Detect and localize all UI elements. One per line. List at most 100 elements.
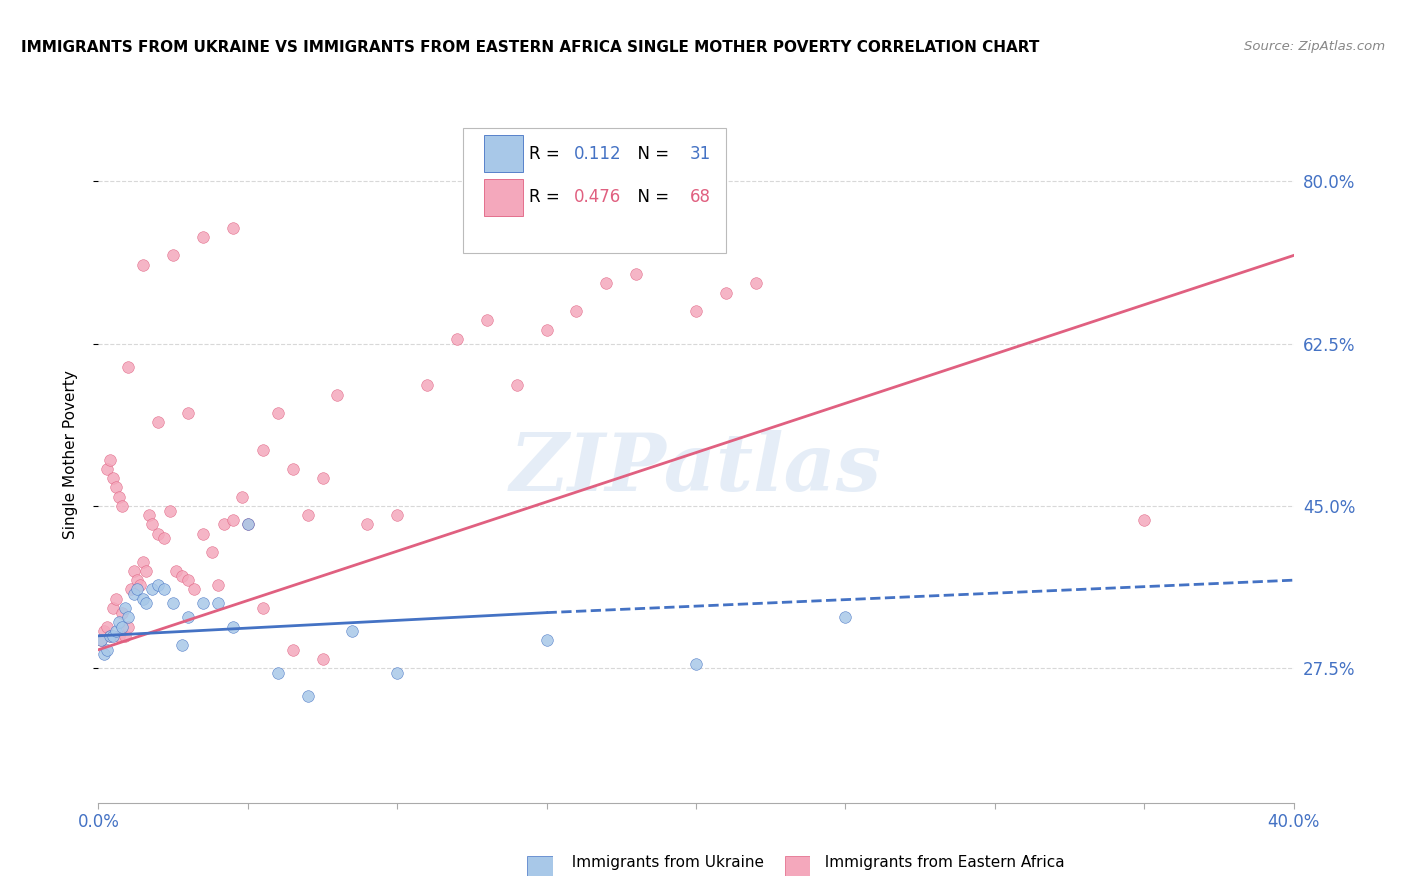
Text: IMMIGRANTS FROM UKRAINE VS IMMIGRANTS FROM EASTERN AFRICA SINGLE MOTHER POVERTY : IMMIGRANTS FROM UKRAINE VS IMMIGRANTS FR… [21, 40, 1039, 55]
Text: 0.476: 0.476 [574, 188, 621, 206]
Point [135, 596, 157, 610]
Point [281, 462, 304, 476]
Point [108, 490, 131, 504]
Point [565, 304, 588, 318]
Text: 0.112: 0.112 [574, 145, 621, 162]
Text: N =: N = [627, 145, 673, 162]
Point [207, 578, 229, 592]
Point [714, 285, 737, 300]
Point [252, 443, 274, 458]
Point [536, 323, 558, 337]
Point [342, 624, 364, 639]
Point [506, 378, 529, 392]
Y-axis label: Single Mother Poverty: Single Mother Poverty [63, 370, 77, 540]
Text: N =: N = [627, 188, 673, 206]
Point [105, 624, 128, 639]
Point [159, 503, 181, 517]
Point [117, 619, 139, 633]
Point [108, 629, 131, 643]
Point [111, 606, 134, 620]
Point [172, 638, 194, 652]
Point [129, 578, 152, 592]
Point [231, 490, 253, 504]
Point [212, 517, 235, 532]
Point [267, 406, 290, 420]
Point [685, 657, 707, 671]
Point [98, 629, 122, 643]
Point [222, 513, 245, 527]
Point [222, 220, 245, 235]
Point [153, 532, 176, 546]
Point [236, 517, 259, 532]
Point [326, 387, 349, 401]
Point [385, 508, 409, 523]
Point [177, 610, 200, 624]
Point [93, 624, 115, 639]
Point [103, 629, 125, 643]
Point [98, 452, 122, 467]
Point [1133, 513, 1156, 527]
Point [172, 568, 194, 582]
Point [138, 508, 160, 523]
Point [103, 601, 125, 615]
Point [114, 601, 136, 615]
Point [356, 517, 378, 532]
Point [311, 471, 333, 485]
Point [132, 555, 155, 569]
Point [191, 526, 214, 541]
Point [148, 526, 170, 541]
Point [124, 587, 146, 601]
Point [834, 610, 856, 624]
Point [191, 596, 214, 610]
Point [191, 230, 214, 244]
Point [105, 480, 128, 494]
Point [90, 633, 112, 648]
Point [141, 517, 163, 532]
Point [117, 359, 139, 374]
Point [281, 642, 304, 657]
Text: 31: 31 [690, 145, 711, 162]
Point [165, 564, 187, 578]
Point [162, 596, 184, 610]
Point [745, 277, 768, 291]
Point [114, 629, 136, 643]
Point [267, 665, 290, 680]
Point [311, 652, 333, 666]
Point [90, 633, 112, 648]
Text: R =: R = [529, 145, 565, 162]
Text: Immigrants from Ukraine: Immigrants from Ukraine [562, 855, 765, 870]
Text: 68: 68 [690, 188, 711, 206]
Point [148, 416, 170, 430]
Point [162, 248, 184, 262]
FancyBboxPatch shape [463, 128, 725, 253]
Point [475, 313, 498, 327]
Point [93, 648, 115, 662]
Point [236, 517, 259, 532]
Point [536, 633, 558, 648]
Point [96, 619, 118, 633]
Point [96, 642, 118, 657]
Point [111, 499, 134, 513]
Point [108, 615, 131, 629]
Point [117, 610, 139, 624]
Point [177, 573, 200, 587]
Point [201, 545, 224, 559]
Point [111, 619, 134, 633]
Text: Source: ZipAtlas.com: Source: ZipAtlas.com [1244, 40, 1385, 54]
Point [385, 665, 409, 680]
Point [177, 406, 200, 420]
Point [183, 582, 205, 597]
Point [132, 591, 155, 606]
Point [98, 629, 122, 643]
Point [207, 596, 229, 610]
Point [96, 462, 118, 476]
FancyBboxPatch shape [485, 135, 523, 172]
Text: Immigrants from Eastern Africa: Immigrants from Eastern Africa [815, 855, 1066, 870]
FancyBboxPatch shape [485, 178, 523, 216]
Point [148, 578, 170, 592]
Point [103, 471, 125, 485]
Point [132, 258, 155, 272]
Point [297, 689, 319, 703]
Point [297, 508, 319, 523]
Point [127, 573, 149, 587]
